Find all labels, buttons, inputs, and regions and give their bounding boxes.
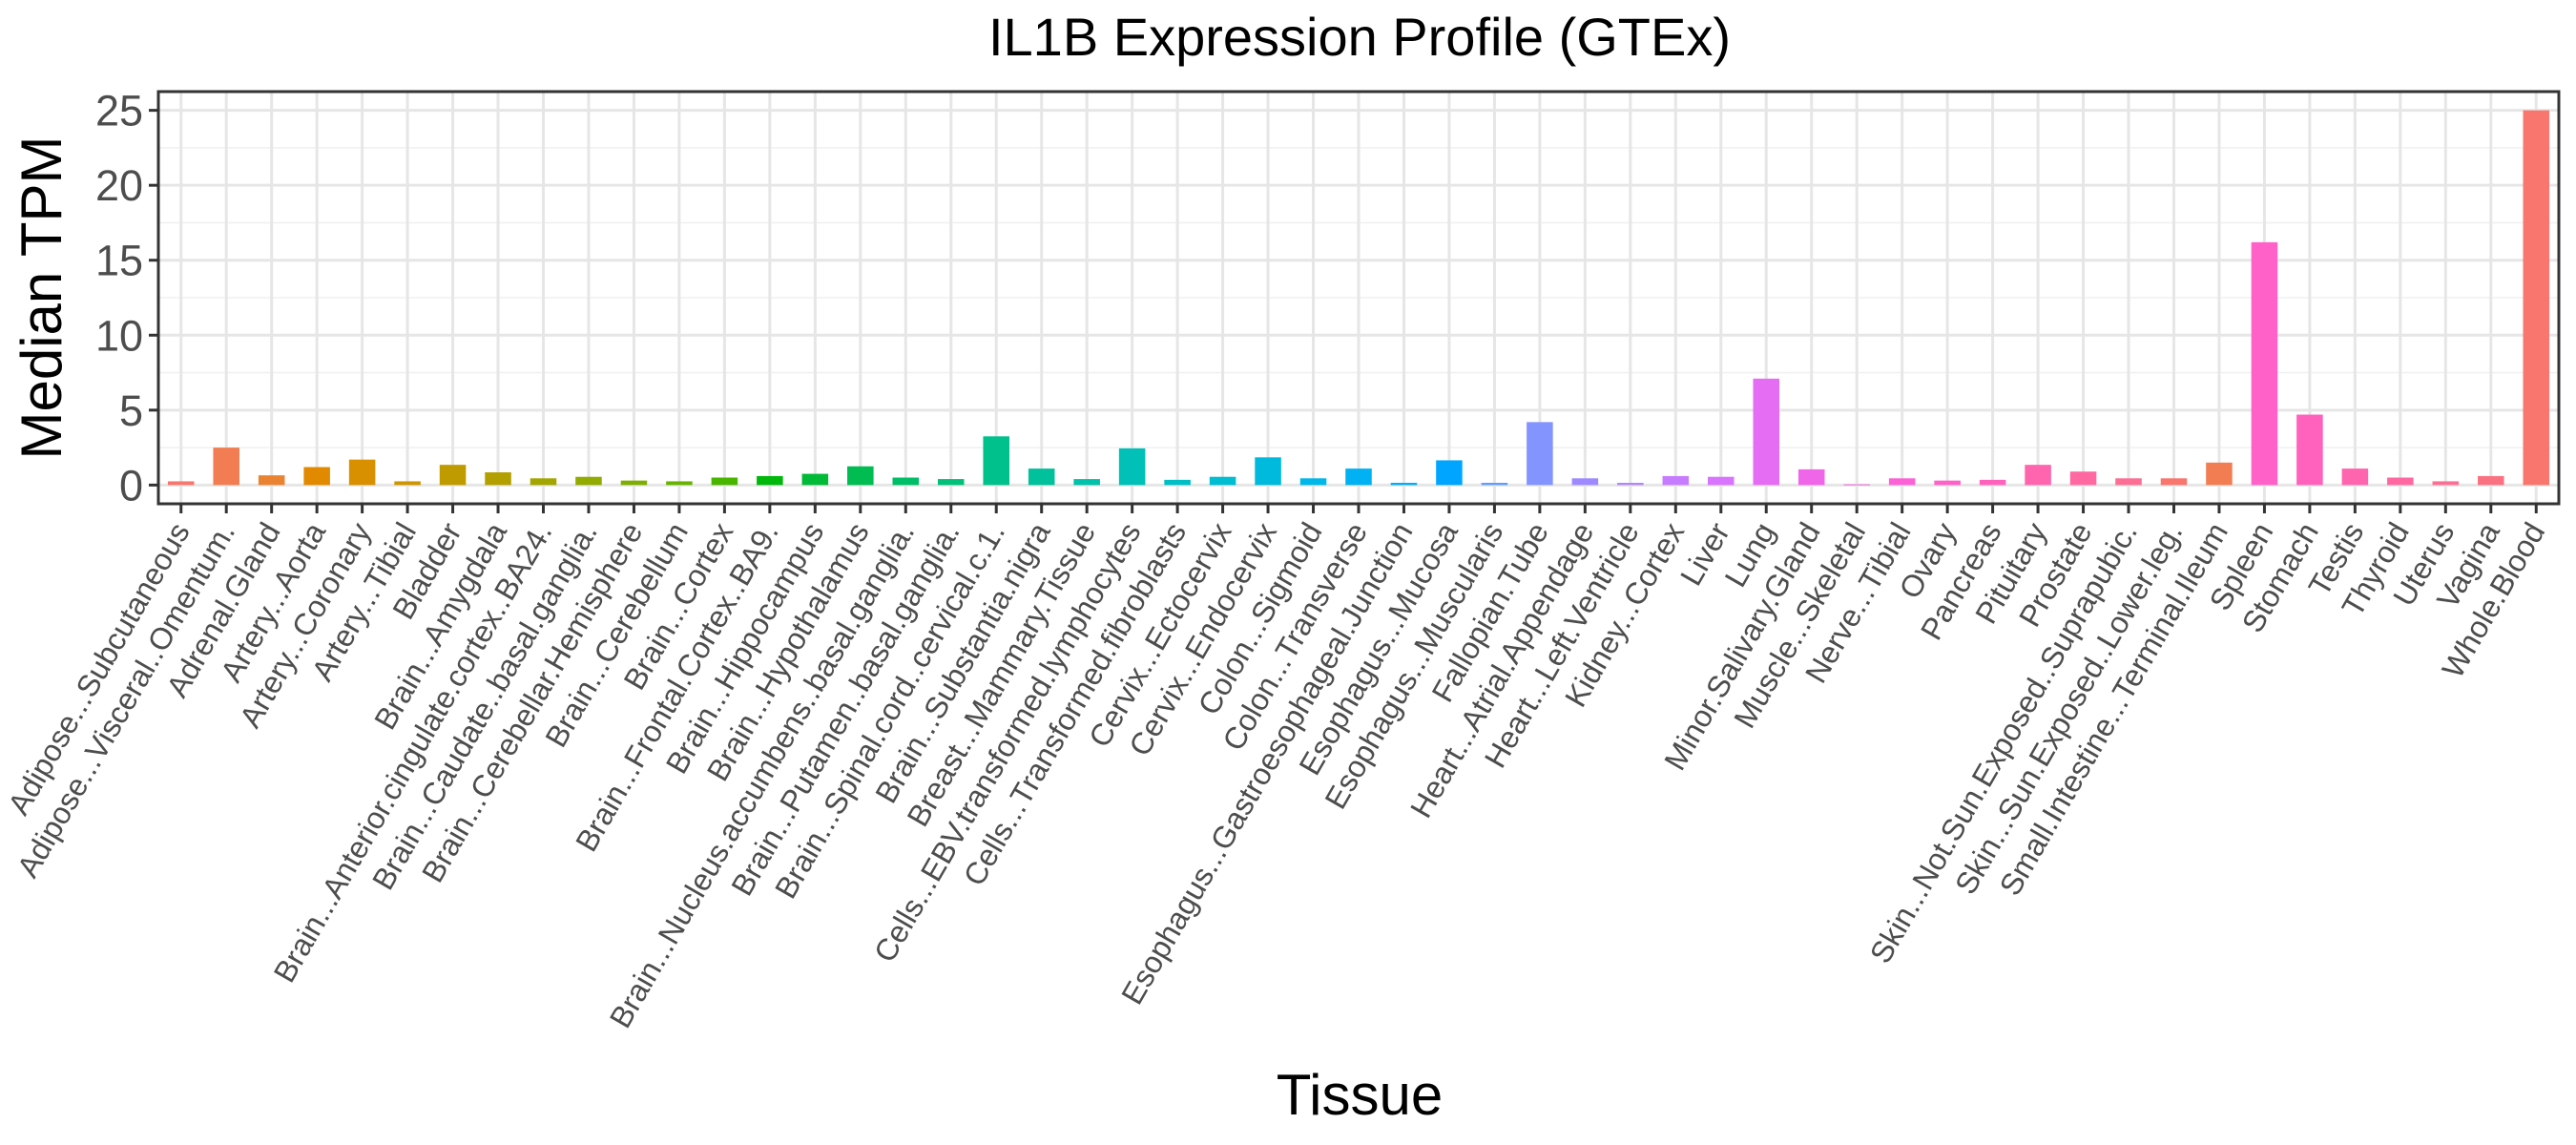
bar [1888,478,1916,486]
y-tick-label: 20 [95,161,143,210]
y-tick-label: 15 [95,237,143,285]
x-axis-label: Tissue [1277,1063,1444,1127]
bar [2523,110,2550,486]
bar [2341,468,2369,486]
bar [1164,479,1191,486]
bar [666,481,693,486]
bar [847,466,874,486]
bar [2025,465,2051,486]
bar [937,479,965,486]
bar [711,477,738,486]
bar [213,448,239,486]
bar [1708,476,1735,486]
bar [439,465,467,486]
bar [1118,448,1146,486]
bar [1662,475,1690,486]
bar [485,472,511,486]
bar [2432,481,2460,486]
bar [2069,471,2097,486]
bar [575,476,602,486]
bar [1617,483,1644,486]
bar [348,459,376,486]
grid-major [158,92,2559,504]
bar [1797,468,1825,486]
bar [757,475,783,486]
bar [2251,241,2278,486]
bar [2387,477,2414,486]
bar [1843,484,1870,486]
bar [1979,479,2006,486]
bar [258,475,285,486]
bar [801,473,829,486]
bar [1299,478,1327,486]
bars [167,110,2550,486]
bar [1571,478,1599,486]
bar [1481,483,1508,486]
bar [1436,460,1463,486]
y-tick-label: 10 [95,311,143,360]
bar [167,481,195,486]
x-tick-label: Adipose...Visceral..Omentum. [10,517,242,884]
bar [303,467,330,486]
bar [1073,479,1100,486]
bar [1390,483,1418,486]
y-tick-label: 5 [119,386,143,435]
bar [1345,468,1372,486]
bar [1527,422,1553,486]
bar [1255,457,1281,486]
bar [620,480,648,486]
bar [983,436,1009,486]
y-axis-label: Median TPM [10,135,73,459]
bar [2296,414,2323,486]
y-axis-ticks: 0 5 10 15 20 25 [95,87,158,510]
bar [530,478,557,486]
bar [1753,378,1780,486]
bar [2115,478,2142,486]
bar [2206,462,2233,486]
bar [1934,480,1961,486]
y-tick-label: 25 [95,87,143,135]
bar [892,477,920,486]
bar [1028,468,1055,486]
bar [394,481,421,486]
bar [1209,476,1236,486]
x-axis-ticks: Adipose...SubcutaneousAdipose...Visceral… [1,504,2551,1033]
bar [2478,475,2504,486]
bar [2160,478,2188,486]
chart-title: IL1B Expression Profile (GTEx) [988,7,1731,67]
y-tick-label: 0 [119,461,143,510]
